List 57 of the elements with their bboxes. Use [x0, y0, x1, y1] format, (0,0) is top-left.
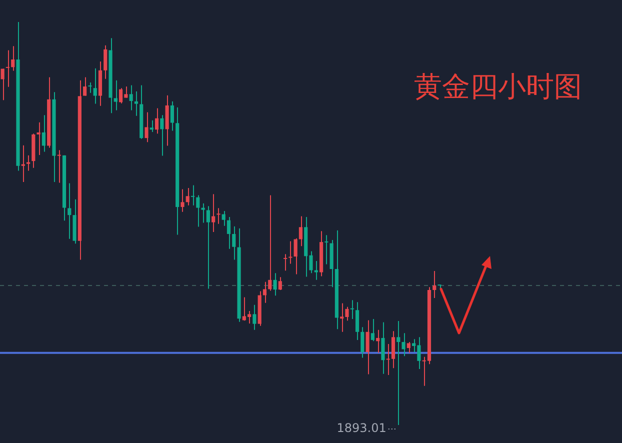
candlestick [6, 50, 10, 88]
candlestick [381, 322, 385, 374]
candlestick [114, 80, 118, 111]
candlestick [83, 76, 87, 96]
candlestick [262, 281, 267, 304]
candlestick [288, 240, 292, 264]
candlestick [190, 184, 195, 206]
candlestick [226, 216, 231, 250]
candlestick [196, 194, 200, 228]
candlestick [134, 90, 138, 116]
candlestick [216, 208, 220, 224]
candlestick [36, 122, 40, 156]
candlestick [170, 100, 174, 132]
candlestick [129, 84, 133, 111]
candlestick [268, 194, 272, 292]
annotation: 1893.01 [336, 421, 386, 436]
candlestick [150, 120, 154, 133]
candlestick [273, 272, 277, 296]
candlestick [186, 188, 190, 206]
candlestick [212, 194, 216, 232]
candlestick [21, 144, 25, 182]
candlestick [360, 326, 364, 358]
candlestick [314, 260, 318, 280]
candlestick [396, 320, 400, 426]
candlestick [165, 94, 169, 146]
candlestick [406, 341, 410, 354]
candlestick [201, 202, 205, 224]
candlestick [144, 112, 148, 143]
candlestick [222, 210, 226, 226]
candlestick [232, 226, 236, 260]
candlestick [252, 304, 256, 330]
candlestick [370, 318, 374, 342]
candlestick [11, 46, 15, 72]
candlestick [294, 238, 298, 275]
candlestick [180, 188, 184, 212]
candlestick [432, 270, 436, 299]
candlestick [68, 182, 72, 240]
candlestick [104, 44, 108, 80]
candlestick [26, 154, 30, 172]
text: 黄金四小时图 [414, 69, 582, 105]
candlestick [42, 114, 46, 152]
candlestick [160, 114, 164, 156]
candlestick [402, 332, 406, 357]
candlestick [0, 68, 4, 101]
candlestick [88, 82, 92, 94]
candlestick [284, 254, 288, 272]
candlestick [324, 234, 328, 265]
candlestick [350, 300, 354, 320]
candlestick [57, 150, 61, 184]
candlestick [366, 320, 370, 375]
candlestick [93, 68, 97, 104]
candlestick [376, 329, 380, 354]
candlestick [206, 206, 210, 290]
candlestick [355, 302, 360, 340]
candlestick [278, 276, 282, 290]
candlestick [154, 108, 159, 134]
candlestick [298, 216, 303, 247]
